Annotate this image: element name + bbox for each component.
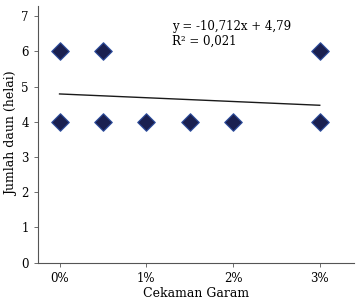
Point [143, 119, 149, 124]
Point [230, 119, 236, 124]
Point [317, 119, 323, 124]
Text: y = -10,712x + 4,79
R² = 0,021: y = -10,712x + 4,79 R² = 0,021 [172, 20, 292, 48]
Point [100, 119, 106, 124]
Point [57, 49, 62, 54]
X-axis label: Cekaman Garam: Cekaman Garam [143, 287, 249, 300]
Point [57, 119, 62, 124]
Point [100, 49, 106, 54]
Point [187, 119, 193, 124]
Point [317, 49, 323, 54]
Y-axis label: Jumlah daun (helai): Jumlah daun (helai) [5, 72, 19, 196]
